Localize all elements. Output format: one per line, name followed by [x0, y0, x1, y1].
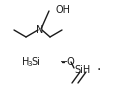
Text: SiH: SiH: [74, 65, 90, 75]
Text: N: N: [36, 25, 44, 35]
Text: OH: OH: [55, 5, 70, 15]
Text: −O: −O: [60, 57, 76, 67]
Text: 3: 3: [27, 61, 31, 66]
Text: H: H: [22, 57, 29, 67]
Text: Si: Si: [31, 57, 40, 67]
Text: ·: ·: [97, 63, 101, 77]
